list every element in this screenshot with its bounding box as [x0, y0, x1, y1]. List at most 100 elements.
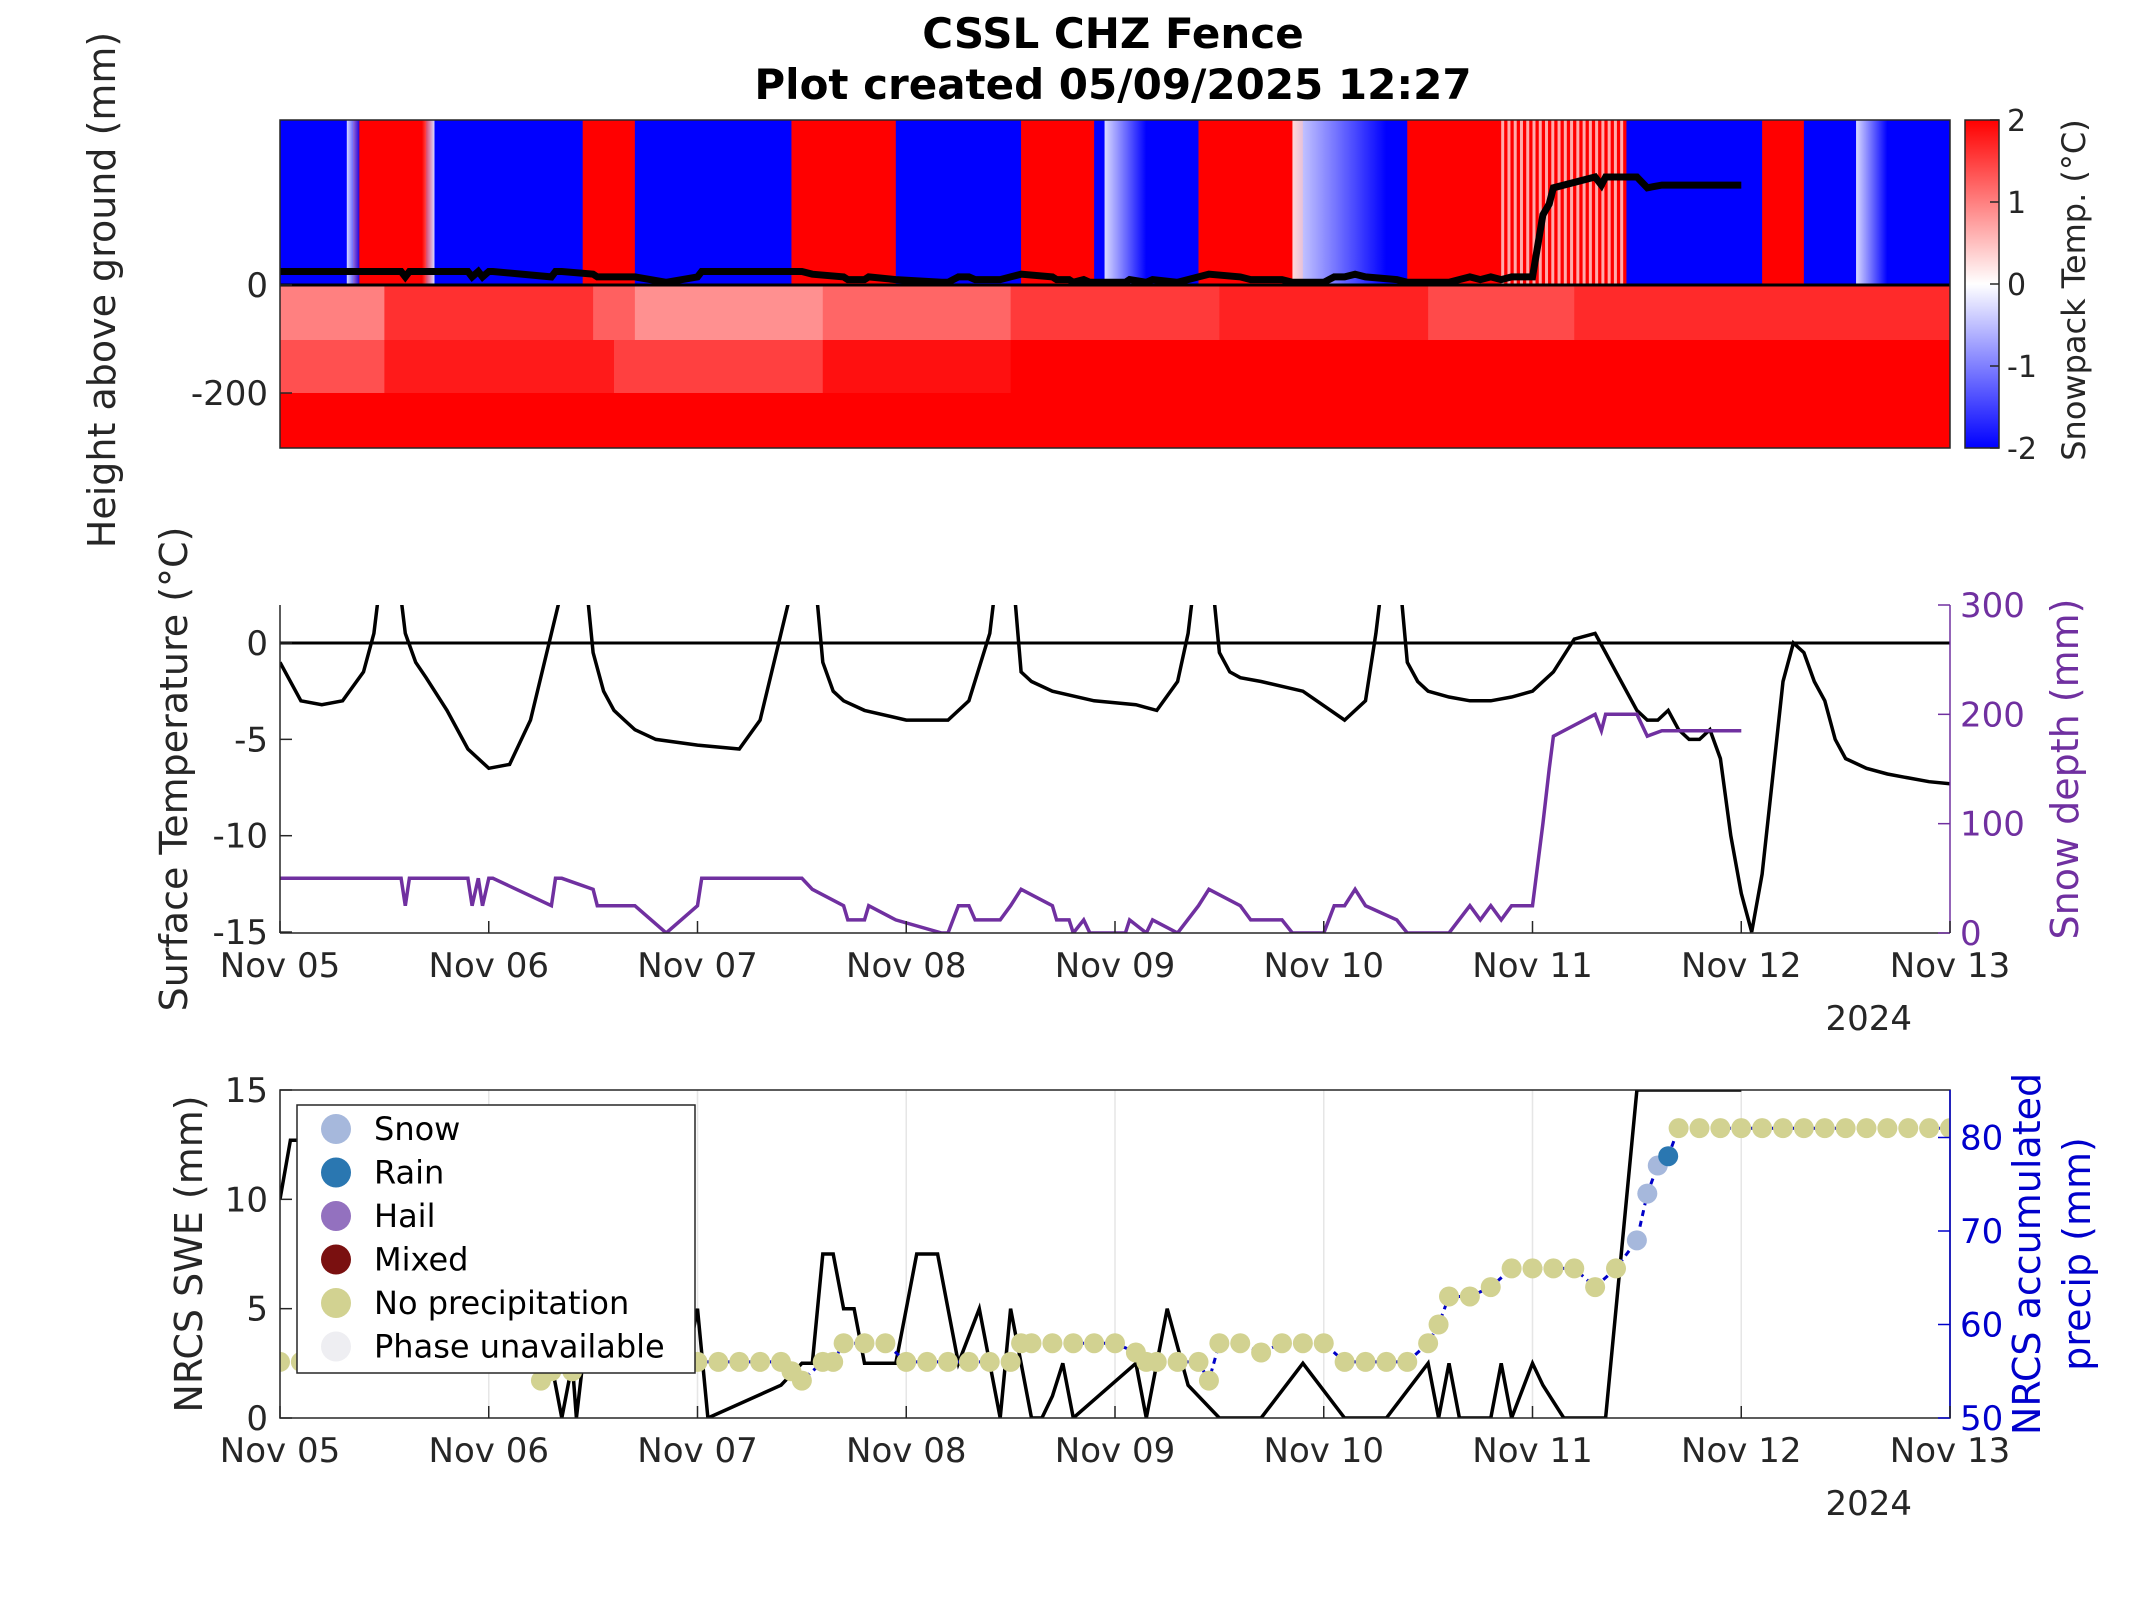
colorbar-tick-label: -2 — [2007, 432, 2037, 467]
snowpack-transition — [1856, 120, 1888, 285]
precip-point-none — [917, 1351, 938, 1372]
precip-point-none — [1501, 1258, 1522, 1279]
swe-ylabel: NRCS SWE (mm) — [167, 1095, 211, 1412]
soil-temp-cell — [593, 285, 636, 340]
year-label-panel3: 2024 — [1825, 1484, 1912, 1524]
x-tick-label-panel3: Nov 07 — [637, 1431, 757, 1471]
surface-temp-ylabel: Surface Temperature (°C) — [152, 527, 196, 1012]
colorbar-label: Snowpack Temp. (°C) — [2055, 119, 2093, 461]
precip-point-none — [958, 1351, 979, 1372]
x-tick-label-panel3: Nov 12 — [1681, 1431, 1801, 1471]
precip-point-none — [1793, 1118, 1814, 1139]
precip-point-rain — [1658, 1146, 1679, 1167]
x-tick-label-panel3: Nov 05 — [220, 1431, 340, 1471]
precip-point-snow — [1626, 1230, 1647, 1251]
precip-point-none — [280, 1351, 290, 1372]
precip-point-none — [1898, 1118, 1919, 1139]
y-tick-label: 0 — [246, 266, 268, 306]
soil-temp-cell — [1010, 285, 1221, 340]
soil-temp-cell — [280, 340, 386, 393]
precip-point-none — [1668, 1118, 1689, 1139]
precip-tick-label: 60 — [1960, 1306, 2003, 1346]
snowpack-stripe — [1588, 120, 1592, 285]
precip-point-none — [1522, 1258, 1543, 1279]
x-tick-label-panel3: Nov 10 — [1264, 1431, 1384, 1471]
precip-point-none — [1940, 1118, 1950, 1139]
snowpack-cell — [791, 120, 845, 285]
heatmap-ylabel: Height above ground (mm) — [80, 32, 124, 549]
snowpack-stripe — [1526, 120, 1530, 285]
snowpack-stripe — [1601, 120, 1605, 285]
precip-ylabel-line1: NRCS accumulated — [2005, 1073, 2049, 1435]
precip-point-none — [1188, 1351, 1209, 1372]
snowpack-transition — [1104, 120, 1147, 285]
precip-point-none — [1752, 1118, 1773, 1139]
legend-marker — [321, 1288, 351, 1318]
x-tick-label-panel3: Nov 09 — [1055, 1431, 1175, 1471]
snowpack-stripe — [1557, 120, 1561, 285]
precip-point-none — [896, 1351, 917, 1372]
chart-subtitle: Plot created 05/09/2025 12:27 — [754, 60, 1471, 109]
precip-ylabel-line2: precip (mm) — [2055, 1137, 2099, 1371]
precip-point-none — [1021, 1333, 1042, 1354]
legend: Snow Rain Hail Mixed No precipitation Phase u… — [296, 1104, 696, 1374]
precip-point-none — [1835, 1118, 1856, 1139]
x-tick-label-panel2: Nov 05 — [220, 946, 340, 986]
snowpack-stripe — [1538, 120, 1542, 285]
x-tick-label-panel3: Nov 13 — [1890, 1431, 2010, 1471]
soil-temp-cell — [614, 340, 824, 393]
precip-point-none — [1418, 1333, 1439, 1354]
precip-point-none — [1397, 1351, 1418, 1372]
precip-point-none — [823, 1351, 844, 1372]
snowpack-stripe — [1576, 120, 1580, 285]
swe-tick-label: 0 — [246, 1399, 268, 1439]
legend-label: Snow — [374, 1110, 460, 1148]
surface-temp-line — [280, 605, 1950, 933]
surface-temp-panel: 0 -5 -10 -15 300 200 100 0 Nov 05 Nov 06 Nov 07 Nov… — [152, 527, 2087, 1012]
snowpack-stripe — [1613, 120, 1617, 285]
soil-temp-cell — [384, 285, 595, 340]
snowpack-cell — [1626, 120, 1659, 285]
precip-point-none — [1376, 1351, 1397, 1372]
precip-point-none — [750, 1351, 771, 1372]
colorbar-tick-label: 0 — [2007, 268, 2026, 303]
snowpack-cell — [989, 120, 1023, 285]
colorbar-tick-label: -1 — [2007, 350, 2037, 385]
snowpack-stripe — [1595, 120, 1599, 285]
snowpack-heatmap — [280, 120, 1950, 448]
snowpack-stripe — [1563, 120, 1567, 285]
snowpack-stripe — [1501, 120, 1505, 285]
snowpack-cell — [634, 120, 730, 285]
precip-tick-label: 70 — [1960, 1212, 2003, 1252]
snow-depth-overlay — [280, 173, 1742, 287]
snowpack-stripe — [1607, 120, 1611, 285]
legend-marker — [321, 1331, 351, 1362]
precip-point-none — [1606, 1258, 1626, 1279]
x-tick-label-panel2: Nov 13 — [1890, 946, 2010, 986]
x-tick-label-panel3: Nov 06 — [429, 1431, 549, 1471]
colorbar-tick-label: 2 — [2007, 104, 2026, 139]
temp-tick-label: -15 — [212, 913, 268, 953]
precip-tick-label: 50 — [1960, 1399, 2003, 1439]
heatmap-frame — [279, 119, 1951, 449]
legend-label: Mixed — [374, 1241, 468, 1279]
precip-point-none — [1459, 1286, 1480, 1307]
precip-point-none — [1251, 1342, 1272, 1363]
legend-marker — [321, 1244, 351, 1275]
precip-point-none — [1428, 1314, 1449, 1335]
snowpack-cell — [457, 120, 584, 285]
depth-tick-label: 300 — [1960, 586, 2025, 626]
snowpack-stripe — [1519, 120, 1523, 285]
soil-temp-cell — [1010, 340, 1950, 393]
precip-point-none — [1313, 1333, 1334, 1354]
snowpack-stripe — [1507, 120, 1511, 285]
swe-tick-label: 10 — [225, 1180, 268, 1220]
snowpack-stripe — [1570, 120, 1574, 285]
precip-point-snow — [1637, 1183, 1658, 1204]
soil-temp-cell — [280, 285, 386, 340]
snowpack-transition — [1292, 120, 1387, 285]
snowpack-transition — [346, 120, 360, 285]
precip-point-none — [1084, 1333, 1105, 1354]
temp-tick-label: -10 — [212, 817, 268, 857]
